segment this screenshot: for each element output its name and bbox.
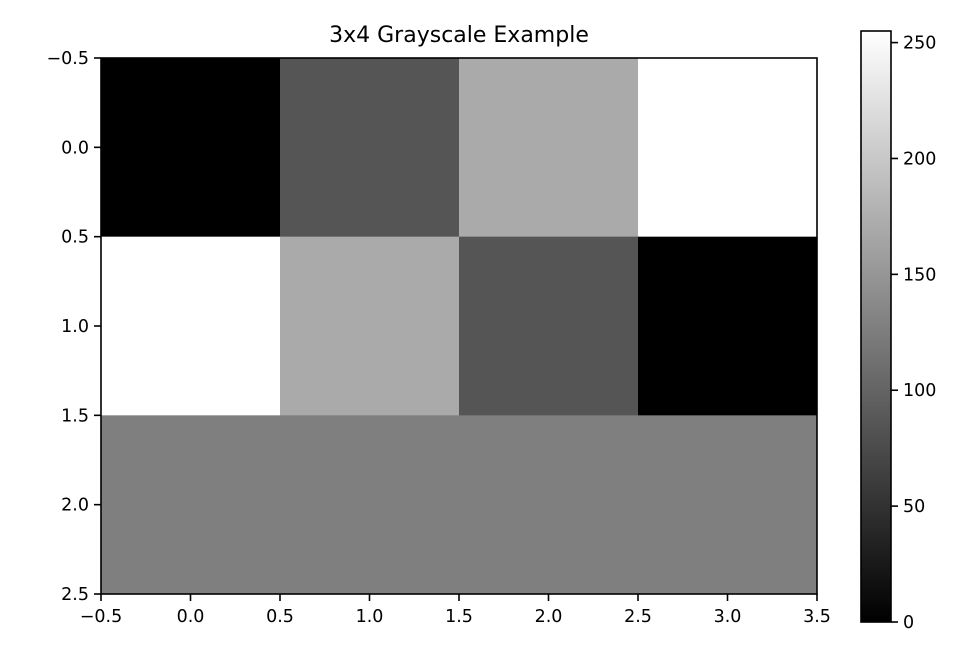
x-tick-label: 0.5 xyxy=(266,607,294,627)
x-axis: −0.5 0.0 0.5 1.0 1.5 2.0 2.5 3.0 3.5 xyxy=(80,594,831,627)
heatmap-cell xyxy=(101,415,281,594)
heatmap-cell xyxy=(280,237,460,416)
x-tick-label: 2.0 xyxy=(535,607,563,627)
x-tick-label: 3.0 xyxy=(714,607,742,627)
y-tick-label: 2.5 xyxy=(61,585,89,605)
y-tick-label: 1.5 xyxy=(61,406,89,426)
heatmap-cell xyxy=(638,237,818,416)
chart-title: 3x4 Grayscale Example xyxy=(329,23,589,48)
x-tick-label: 1.0 xyxy=(356,607,384,627)
colorbar-tick-label: 50 xyxy=(903,497,925,517)
heatmap-cell xyxy=(459,237,639,416)
heatmap-cell xyxy=(101,237,281,416)
y-tick-label: 0.0 xyxy=(61,138,89,158)
y-axis: −0.5 0.0 0.5 1.0 1.5 2.0 2.5 xyxy=(47,49,102,605)
heatmap-cell xyxy=(101,58,281,237)
x-tick-label: 3.5 xyxy=(803,607,831,627)
x-tick-label: 0.0 xyxy=(177,607,205,627)
heatmap-cells xyxy=(101,58,818,595)
colorbar-axis: 0 50 100 150 200 250 xyxy=(891,34,936,633)
y-tick-label: −0.5 xyxy=(47,49,90,69)
y-tick-label: 0.5 xyxy=(61,228,89,248)
colorbar-tick-label: 0 xyxy=(903,613,914,633)
x-tick-label: −0.5 xyxy=(80,607,123,627)
heatmap-cell xyxy=(280,58,460,237)
colorbar-tick-label: 100 xyxy=(903,381,936,401)
x-tick-label: 2.5 xyxy=(624,607,652,627)
x-tick-label: 1.5 xyxy=(445,607,473,627)
colorbar-tick-label: 200 xyxy=(903,149,936,169)
heatmap-cell xyxy=(638,58,818,237)
colorbar-tick-label: 250 xyxy=(903,34,936,54)
heatmap-cell xyxy=(459,415,639,594)
colorbar-tick-label: 150 xyxy=(903,265,936,285)
heatmap-cell xyxy=(280,415,460,594)
heatmap-cell xyxy=(638,415,818,594)
y-tick-label: 1.0 xyxy=(61,317,89,337)
heatmap-cell xyxy=(459,58,639,237)
colorbar xyxy=(861,31,891,622)
y-tick-label: 2.0 xyxy=(61,496,89,516)
